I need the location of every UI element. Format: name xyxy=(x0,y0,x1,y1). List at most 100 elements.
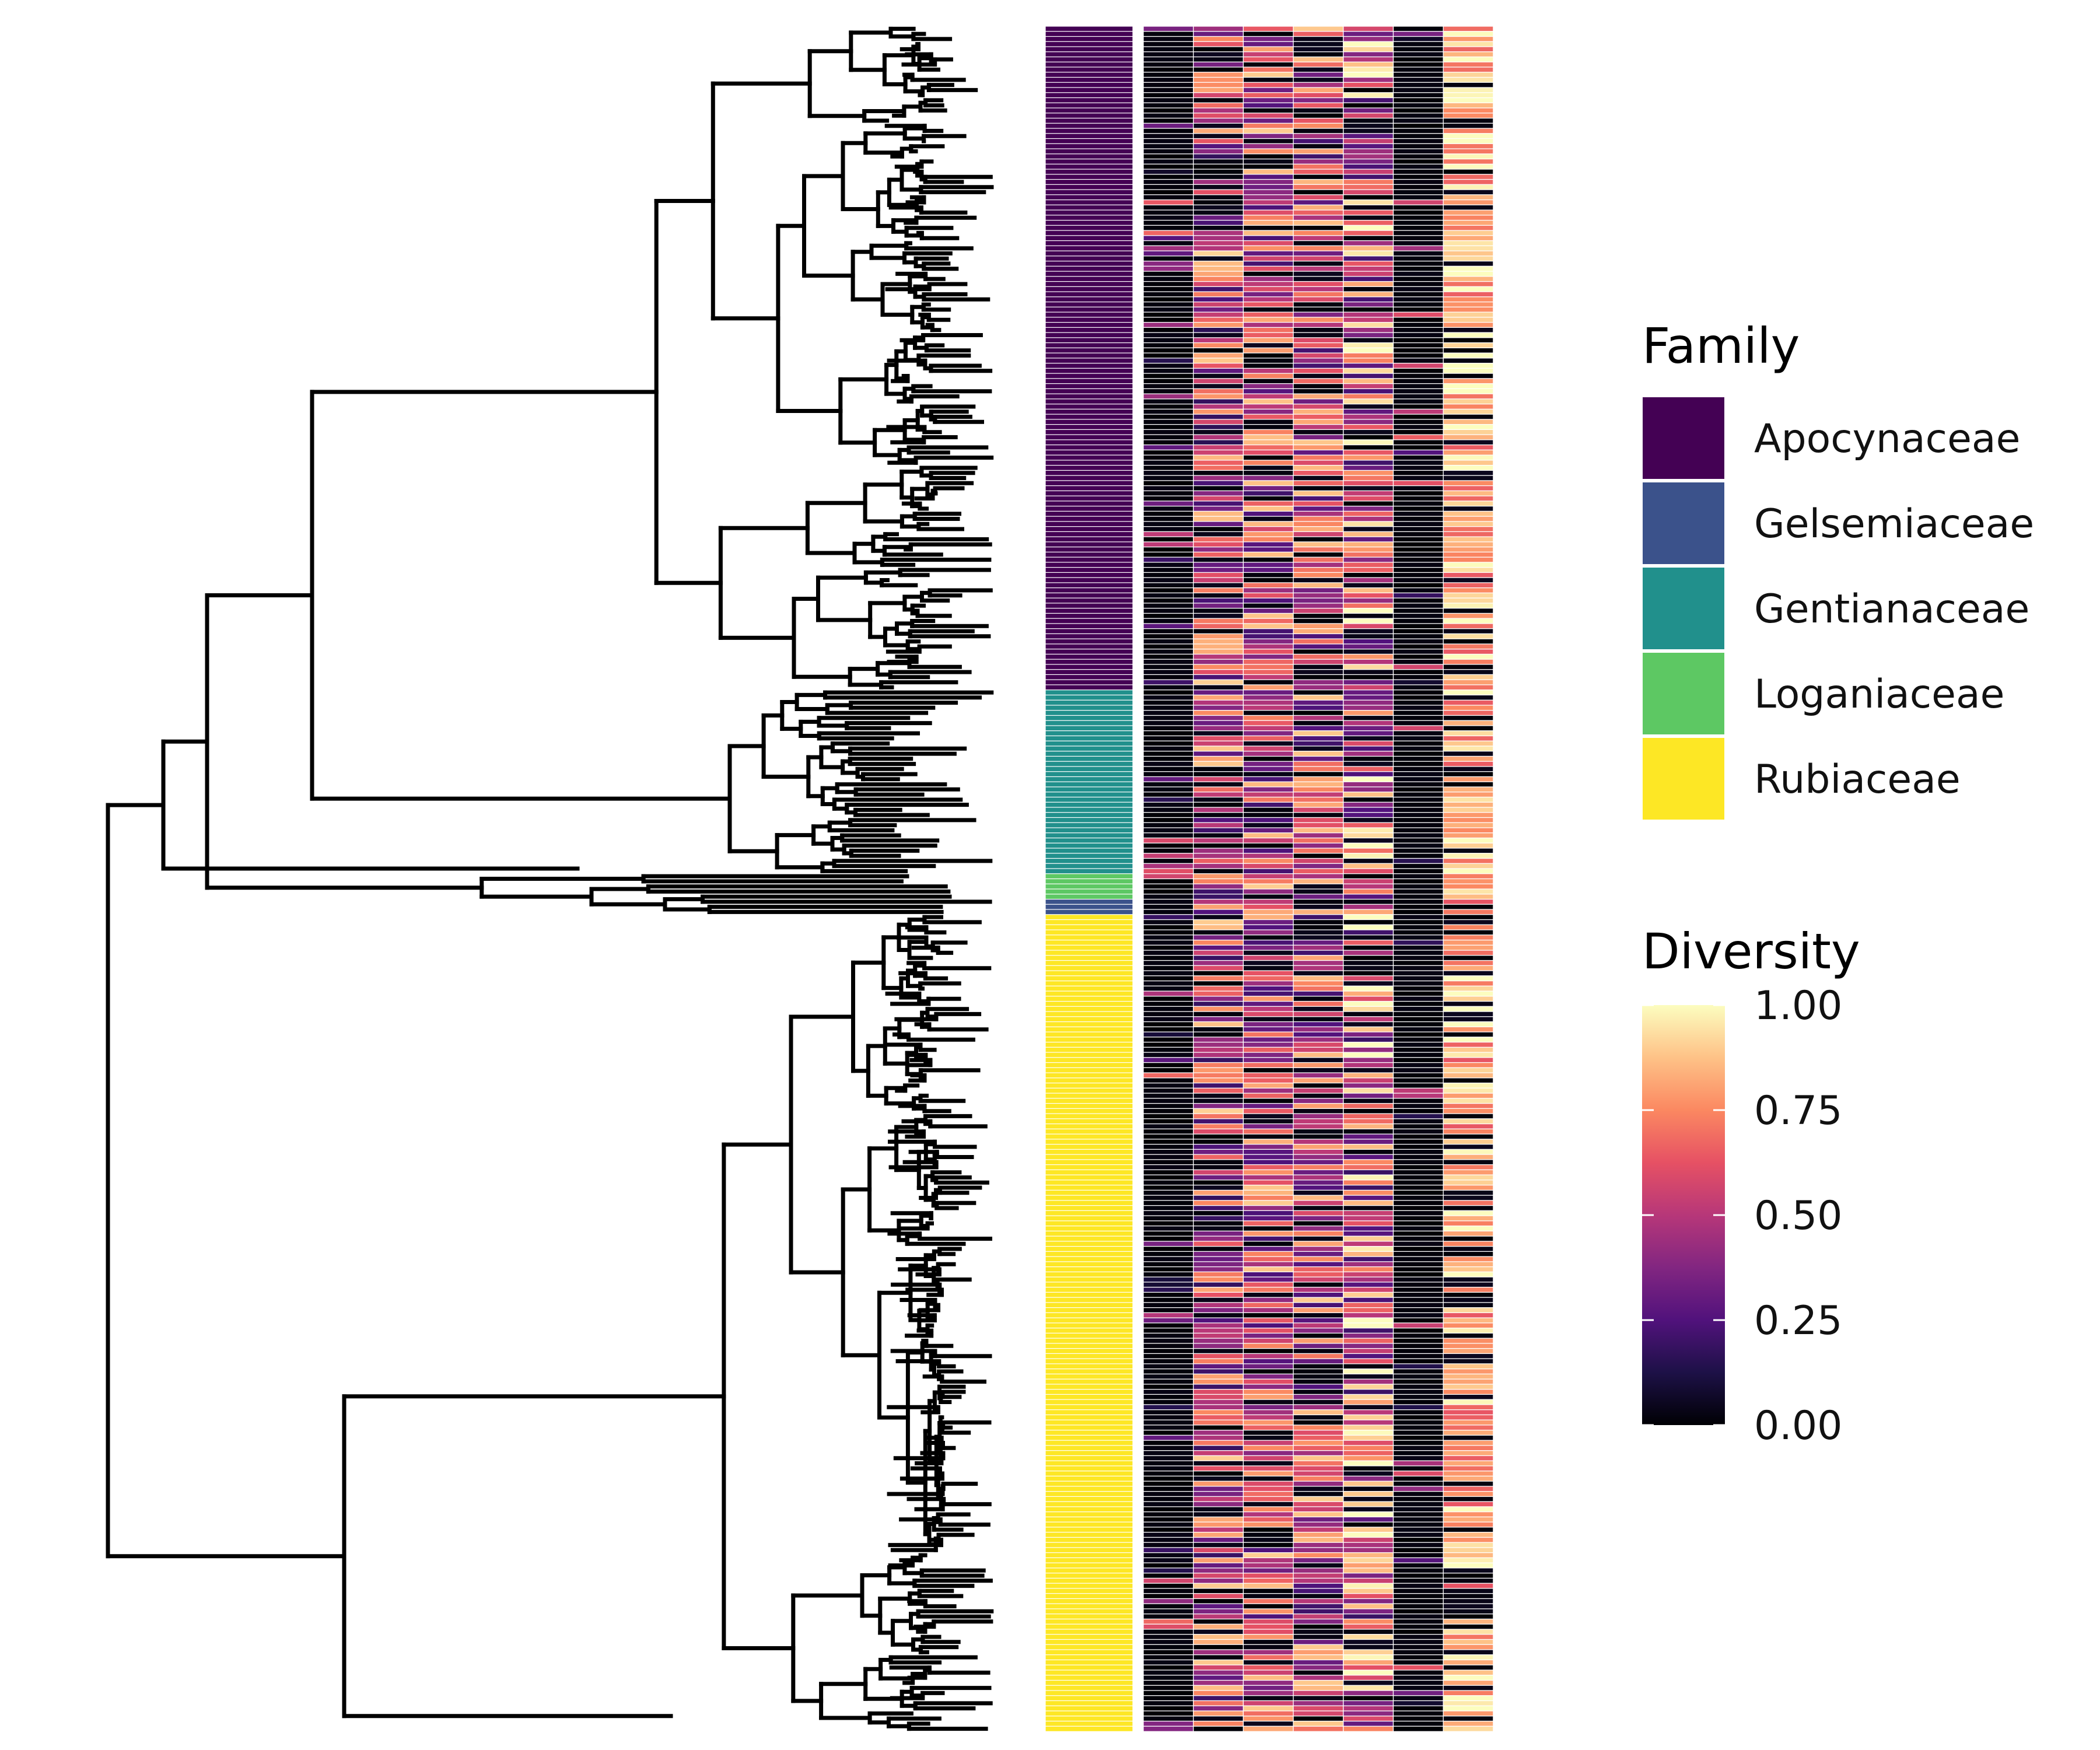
family-strip-cell xyxy=(1045,1180,1133,1186)
heatmap-cell xyxy=(1193,837,1244,844)
heatmap-cell xyxy=(1143,286,1194,293)
heatmap-cell xyxy=(1343,720,1394,726)
heatmap-cell xyxy=(1143,148,1194,155)
family-strip-cell xyxy=(1045,1430,1133,1436)
family-strip-cell xyxy=(1045,215,1133,221)
heatmap-cell xyxy=(1293,1414,1344,1421)
family-strip-cell xyxy=(1045,362,1133,369)
heatmap-cell xyxy=(1293,1573,1344,1579)
heatmap-cell xyxy=(1343,117,1394,124)
heatmap-cell xyxy=(1392,460,1444,466)
heatmap-cell xyxy=(1193,1644,1244,1650)
family-strip-cell xyxy=(1045,659,1133,665)
heatmap-cell xyxy=(1193,1353,1244,1360)
family-strip-cell xyxy=(1045,56,1133,63)
heatmap-cell xyxy=(1193,495,1244,502)
heatmap-cell xyxy=(1343,888,1394,895)
heatmap-cell xyxy=(1293,291,1344,298)
heatmap-cell xyxy=(1293,301,1344,308)
heatmap-cell xyxy=(1443,225,1494,232)
family-strip-cell xyxy=(1045,117,1133,124)
heatmap-cell xyxy=(1143,230,1194,236)
family-strip-cell xyxy=(1045,1093,1133,1099)
heatmap-cell xyxy=(1343,551,1394,558)
heatmap-cell xyxy=(1392,1583,1444,1589)
heatmap-cell xyxy=(1143,1205,1194,1212)
heatmap-cell xyxy=(1143,1536,1194,1544)
family-strip-cell xyxy=(1045,174,1133,180)
heatmap-cell xyxy=(1242,1450,1294,1457)
heatmap-cell xyxy=(1242,1685,1294,1691)
heatmap-cell xyxy=(1193,1037,1244,1043)
heatmap-cell xyxy=(1392,505,1444,512)
family-strip-cell xyxy=(1045,547,1133,553)
heatmap-cell xyxy=(1143,950,1194,956)
heatmap-cell xyxy=(1193,1547,1244,1553)
heatmap-cell xyxy=(1392,56,1444,63)
heatmap-cell xyxy=(1242,178,1294,186)
heatmap-cell xyxy=(1293,761,1344,767)
heatmap-cell xyxy=(1242,991,1294,997)
heatmap-cell xyxy=(1293,352,1344,359)
heatmap-cell xyxy=(1443,1378,1494,1385)
heatmap-cell xyxy=(1143,1486,1194,1492)
heatmap-cell xyxy=(1143,690,1194,696)
heatmap-cell xyxy=(1293,460,1344,466)
heatmap-cell xyxy=(1443,393,1494,400)
heatmap-cell xyxy=(1242,429,1294,436)
heatmap-cell xyxy=(1443,1480,1494,1487)
heatmap-cell xyxy=(1392,26,1444,32)
heatmap-cell xyxy=(1242,296,1294,303)
heatmap-cell xyxy=(1242,715,1294,722)
heatmap-cell xyxy=(1443,592,1494,599)
heatmap-cell xyxy=(1443,827,1494,834)
heatmap-cell xyxy=(1293,194,1344,201)
heatmap-cell xyxy=(1343,1588,1394,1594)
heatmap-cell xyxy=(1193,480,1244,487)
family-strip-cell xyxy=(1045,985,1133,992)
heatmap-cell xyxy=(1443,398,1494,405)
heatmap-cell xyxy=(1443,572,1494,579)
heatmap-cell xyxy=(1392,1225,1444,1232)
heatmap-cell xyxy=(1143,883,1194,890)
heatmap-cell xyxy=(1343,628,1394,635)
heatmap-cell xyxy=(1443,858,1494,864)
heatmap-cell xyxy=(1242,1536,1294,1544)
heatmap-cell xyxy=(1242,909,1294,915)
family-strip-cell xyxy=(1045,1465,1133,1472)
heatmap-cell xyxy=(1293,1159,1344,1166)
heatmap-cell xyxy=(1193,991,1244,997)
heatmap-cell xyxy=(1293,215,1344,221)
colorbar-tick-label: 0.75 xyxy=(1754,1088,1842,1134)
heatmap-cell xyxy=(1242,684,1294,691)
heatmap-cell xyxy=(1392,1465,1444,1472)
heatmap-cell xyxy=(1293,608,1344,614)
heatmap-cell xyxy=(1143,510,1194,517)
heatmap-cell xyxy=(1343,904,1394,910)
heatmap-cell xyxy=(1293,510,1344,517)
family-strip-cell xyxy=(1045,1506,1133,1513)
heatmap-cell xyxy=(1443,1664,1494,1671)
heatmap-cell xyxy=(1242,919,1294,926)
heatmap-cell xyxy=(1242,1322,1294,1329)
heatmap-cell xyxy=(1343,516,1394,522)
heatmap-cell xyxy=(1193,1685,1244,1691)
heatmap-cell xyxy=(1242,1108,1294,1115)
heatmap-cell xyxy=(1242,1210,1294,1217)
heatmap-cell xyxy=(1443,174,1494,180)
heatmap-cell xyxy=(1193,434,1244,440)
heatmap-cell xyxy=(1392,1286,1444,1293)
heatmap-cell xyxy=(1343,970,1394,977)
family-strip-cell xyxy=(1045,664,1133,670)
heatmap-cell xyxy=(1343,1644,1394,1650)
heatmap-cell xyxy=(1392,1455,1444,1462)
heatmap-cell xyxy=(1343,510,1394,517)
heatmap-cell xyxy=(1443,1037,1494,1043)
heatmap-cell xyxy=(1392,1567,1444,1574)
heatmap-cell xyxy=(1143,612,1194,620)
heatmap-cell xyxy=(1392,240,1444,247)
heatmap-cell xyxy=(1293,383,1344,390)
heatmap-cell xyxy=(1242,612,1294,620)
heatmap-cell xyxy=(1443,72,1494,78)
heatmap-cell xyxy=(1443,796,1494,803)
